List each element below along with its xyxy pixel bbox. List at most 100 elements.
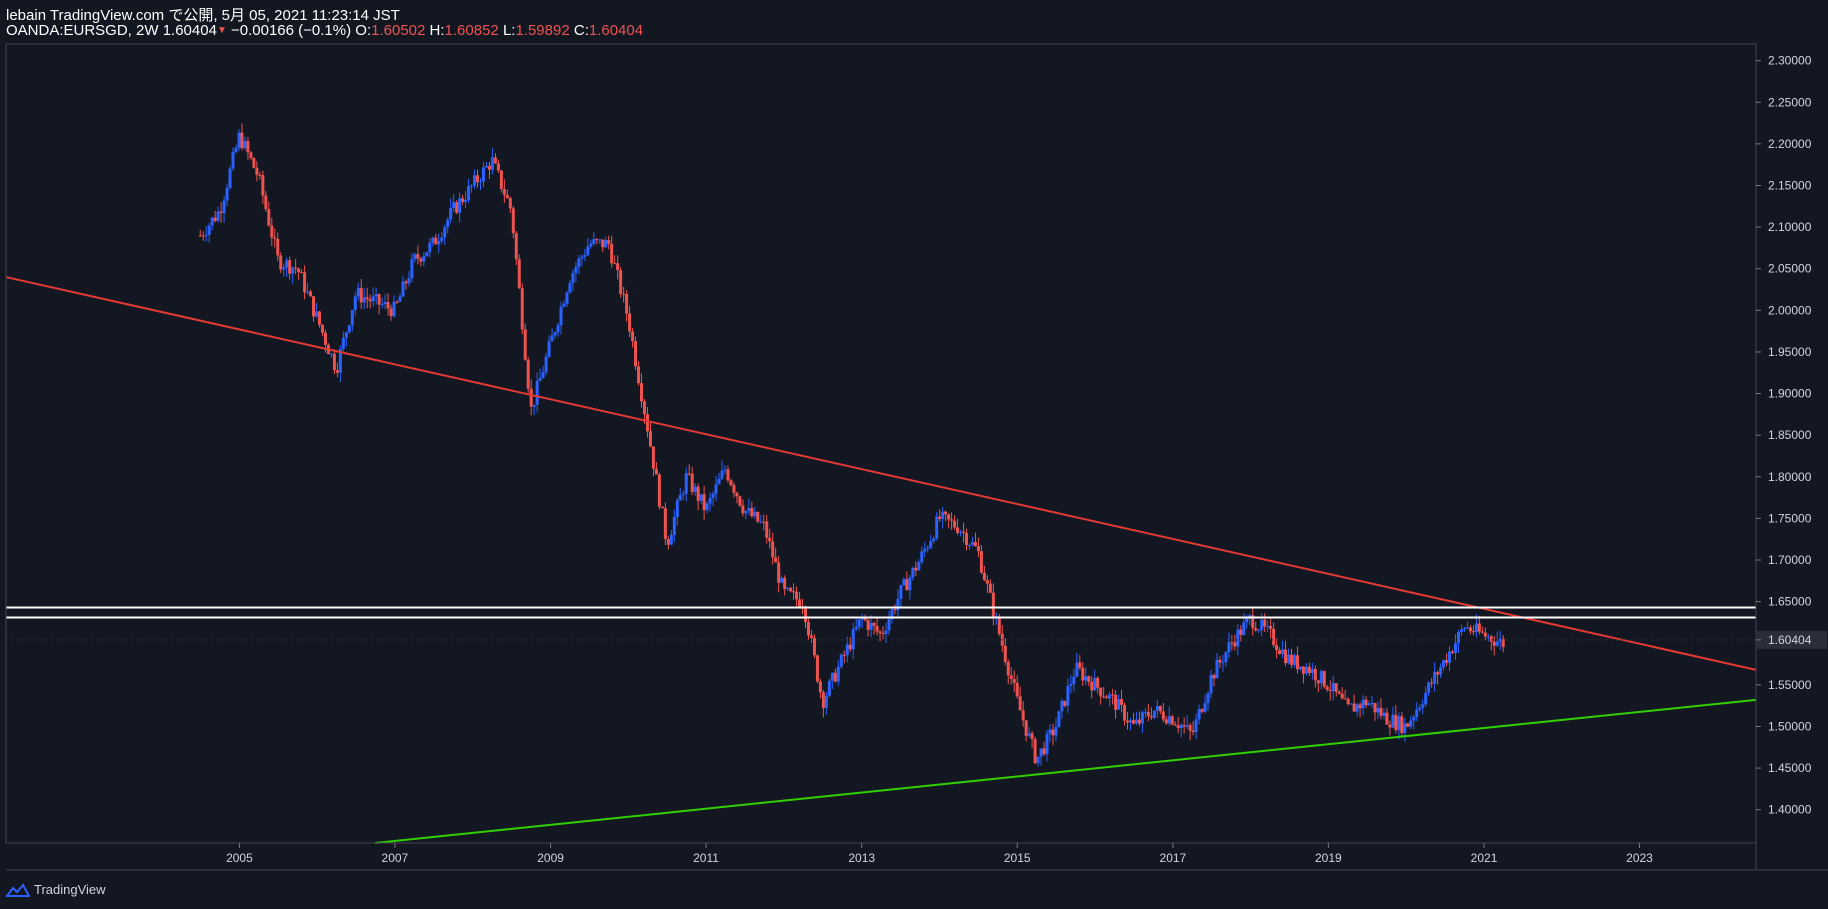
candle-body: [672, 516, 676, 535]
candle-body: [1084, 676, 1088, 681]
candle-body: [648, 431, 652, 447]
candle-body: [1051, 729, 1055, 736]
price-tick-label: 2.10000: [1768, 220, 1812, 234]
candle-body: [663, 508, 667, 539]
candle-body: [1501, 638, 1505, 648]
candle-body: [1418, 707, 1422, 710]
candle-body: [1206, 693, 1210, 704]
time-axis[interactable]: 2005 2007 2009 2011 2013 2015 2017 2019 2021 2023: [226, 843, 1653, 865]
candle-body: [1298, 666, 1302, 670]
candle-body: [309, 291, 313, 297]
candle-body: [786, 587, 790, 589]
candle-body: [988, 583, 992, 593]
candle-body: [642, 401, 646, 415]
candle-body: [434, 237, 438, 245]
candle-body: [222, 200, 226, 214]
candle-body: [532, 404, 536, 407]
candle-body: [1254, 628, 1258, 631]
candle-body: [1313, 668, 1317, 681]
candle-body: [956, 527, 960, 533]
candle-body: [1048, 729, 1052, 734]
price-tick-label: 1.40000: [1768, 803, 1812, 817]
candle-body: [1164, 719, 1168, 724]
candle-body: [470, 185, 474, 187]
candle-body: [467, 185, 471, 201]
candle-body: [446, 219, 450, 228]
candle-body: [1409, 720, 1413, 727]
price-tick-label: 1.70000: [1768, 553, 1812, 567]
candle-body: [619, 270, 623, 294]
candle-body: [1292, 655, 1296, 665]
candle-body: [544, 356, 548, 373]
symbol-label[interactable]: OANDA:EURSGD, 2W: [6, 22, 159, 39]
candle-body: [1158, 706, 1162, 712]
candle-body: [848, 644, 852, 650]
candle-body: [1459, 629, 1463, 633]
close-label: C:: [573, 22, 589, 39]
candle-body: [997, 616, 1001, 634]
candle-body: [583, 255, 587, 257]
candle-body: [631, 331, 635, 342]
candle-body: [750, 508, 754, 517]
candle-body: [851, 629, 855, 650]
candle-body: [395, 301, 399, 303]
candle-body: [1212, 675, 1216, 679]
candle-body: [935, 516, 939, 539]
candle-body: [687, 473, 691, 475]
candle-body: [368, 299, 372, 302]
candle-body: [953, 520, 957, 528]
candle-body: [258, 174, 262, 176]
candle-body: [1346, 698, 1350, 704]
candle-body: [1269, 625, 1273, 629]
candle-body: [1489, 636, 1493, 642]
candle-body: [1045, 733, 1049, 755]
price-axis[interactable]: 2.30000 2.25000 2.20000 2.15000 2.10000 2.050…: [1756, 54, 1827, 817]
candle-body: [1242, 622, 1246, 635]
candle-body: [1301, 666, 1305, 674]
candles: [198, 123, 1505, 767]
candle-body: [1355, 704, 1359, 712]
candle-body: [890, 609, 894, 620]
support-trend-line: [375, 698, 1757, 844]
candle-body: [1471, 631, 1475, 633]
candle-body: [771, 541, 775, 558]
candle-body: [827, 680, 831, 696]
candle-body: [270, 225, 274, 238]
candle-body: [1066, 685, 1070, 706]
candle-body: [1224, 652, 1228, 663]
candle-body: [246, 141, 250, 153]
candle-body: [1093, 677, 1097, 691]
candle-body: [821, 692, 825, 708]
candle-body: [768, 537, 772, 542]
candle-body: [452, 202, 456, 208]
candle-body: [1349, 703, 1353, 705]
candle-body: [601, 239, 605, 248]
candle-body: [297, 268, 301, 272]
candle-body: [300, 271, 304, 273]
candle-body: [276, 238, 280, 256]
candle-body: [804, 607, 808, 622]
candle-body: [729, 480, 733, 486]
candle-body: [288, 260, 292, 274]
candle-body: [1194, 719, 1198, 733]
candle-body: [914, 567, 918, 571]
candle-body: [669, 534, 673, 545]
candle-body: [926, 547, 930, 549]
footer: TradingView: [6, 882, 106, 897]
candle-body: [1173, 724, 1177, 726]
candle-body: [1114, 694, 1118, 710]
candle-body: [938, 516, 942, 519]
candle-body: [783, 578, 787, 589]
candle-body: [1176, 725, 1180, 728]
candle-body: [443, 227, 447, 238]
candle-body: [1310, 668, 1314, 673]
candle-body: [455, 202, 459, 213]
candle-body: [1477, 623, 1481, 632]
close-value: 1.60404: [588, 22, 644, 39]
candle-body: [1343, 698, 1347, 700]
candle-body: [1439, 667, 1443, 675]
candle-body: [1197, 709, 1201, 720]
candle-body: [693, 486, 697, 492]
candle-body: [959, 531, 963, 533]
